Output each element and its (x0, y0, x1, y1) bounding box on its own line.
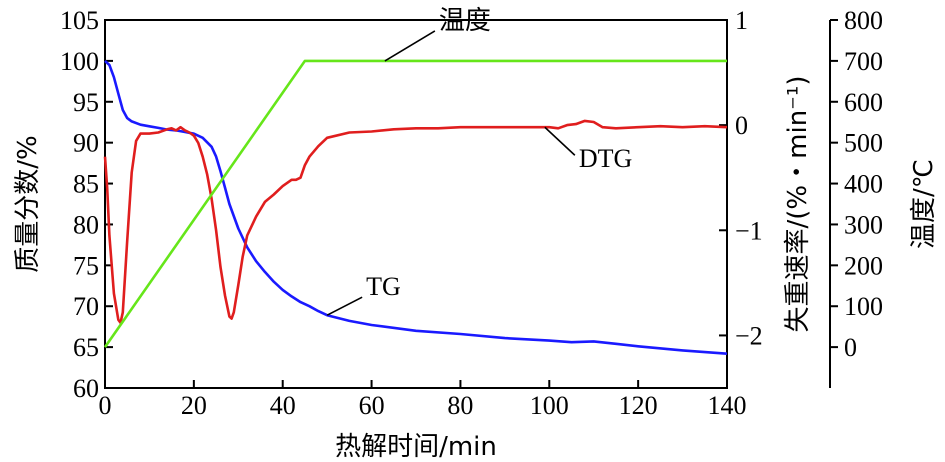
x-tick-label: 40 (270, 391, 296, 420)
rate-tick-label: 1 (735, 6, 748, 35)
temperature-tick-label: 400 (844, 170, 883, 199)
x-tick-label: 140 (708, 391, 747, 420)
temperature-axis-title: 温度/℃ (909, 159, 939, 249)
right-axis-rate: −2 −1 0 1 (719, 6, 763, 350)
annotation-dtg: DTG (579, 144, 632, 173)
rate-tick-label: −2 (735, 321, 763, 350)
rate-axis-title: 失重速率/(%・min⁻¹) (783, 76, 813, 333)
annotation-dtg-leader (544, 126, 576, 156)
temperature-tick-label: 0 (844, 333, 857, 362)
x-tick-label: 60 (359, 391, 385, 420)
x-axis: 0 20 40 60 80 100 120 140 (99, 380, 747, 420)
rate-tick-label: −1 (735, 216, 763, 245)
series-line-tg (104, 59, 728, 355)
annotation-tg: TG (366, 272, 401, 301)
left-axis-title: 质量分数/% (13, 135, 43, 272)
temperature-tick-label: 100 (844, 292, 883, 321)
annotation-layer: 温度 DTG TG (326, 6, 632, 316)
left-tick-label: 60 (73, 374, 99, 403)
series-line-temperature (103, 59, 727, 348)
series-line-dtg (103, 119, 728, 325)
left-tick-label: 90 (73, 129, 99, 158)
temperature-tick-label: 800 (844, 6, 883, 35)
plot-frame (104, 19, 728, 389)
x-tick-label: 80 (447, 391, 473, 420)
left-tick-label: 65 (73, 333, 99, 362)
x-tick-label: 0 (99, 391, 112, 420)
annotation-temperature: 温度 (439, 6, 491, 36)
x-axis-title: 热解时间/min (335, 432, 497, 462)
right-axis-temperature: 0 100 200 300 400 500 600 700 800 (830, 6, 883, 362)
annotation-tg-leader (326, 296, 363, 316)
left-tick-label: 75 (73, 251, 99, 280)
x-tick-label: 120 (619, 391, 658, 420)
series-layer (103, 59, 728, 355)
left-tick-label: 70 (73, 292, 99, 321)
temperature-tick-label: 300 (844, 210, 883, 239)
rate-tick-label: 0 (735, 111, 748, 140)
left-tick-label: 85 (73, 170, 99, 199)
temperature-tick-label: 200 (844, 251, 883, 280)
left-tick-label: 100 (60, 47, 99, 76)
left-tick-label: 80 (73, 210, 99, 239)
left-tick-label: 95 (73, 88, 99, 117)
x-tick-label: 20 (181, 391, 207, 420)
left-axis: 60 65 70 75 80 85 90 95 100 105 (60, 6, 113, 403)
temperature-tick-label: 500 (844, 129, 883, 158)
annotation-temperature-leader (384, 30, 436, 62)
x-tick-label: 100 (530, 391, 569, 420)
temperature-tick-label: 700 (844, 47, 883, 76)
temperature-tick-label: 600 (844, 88, 883, 117)
left-tick-label: 105 (60, 6, 99, 35)
